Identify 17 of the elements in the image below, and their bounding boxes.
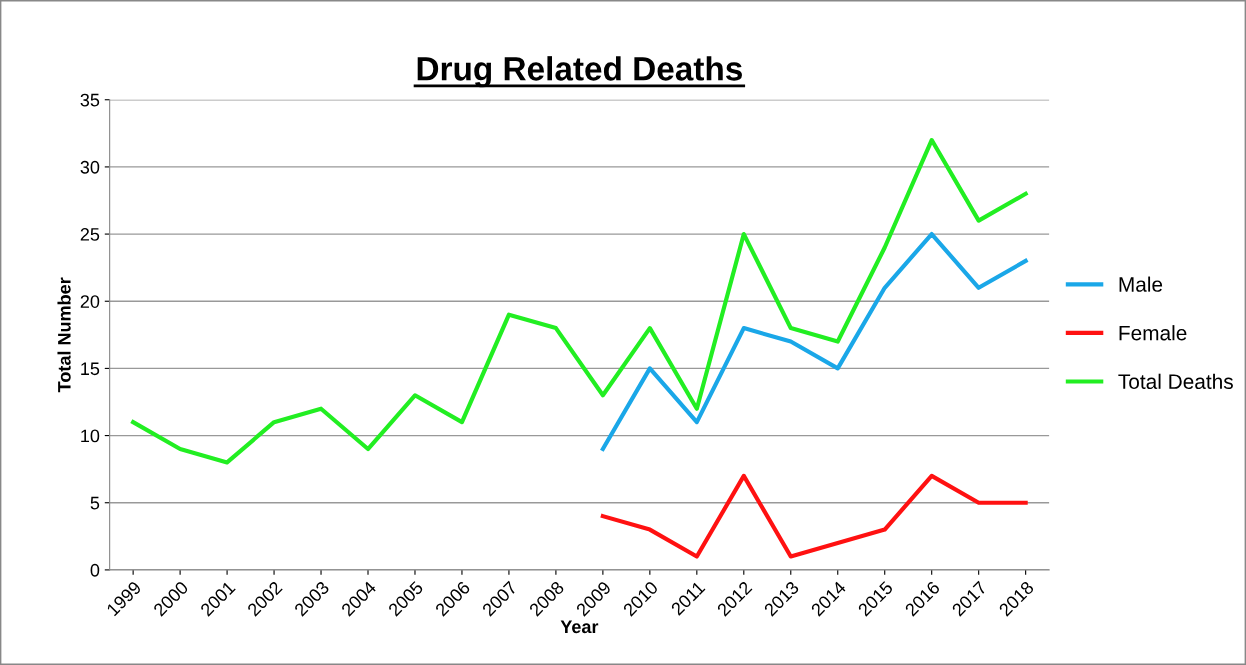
- y-tick-label: 5: [90, 496, 100, 510]
- legend-label: Total Deaths: [1118, 373, 1233, 390]
- y-tick-label: 0: [90, 563, 100, 577]
- y-tick-label: 20: [80, 295, 100, 308]
- y-tick-label: 15: [81, 362, 100, 376]
- y-axis-title: Total Number: [57, 277, 71, 393]
- x-axis-title: Year: [560, 620, 599, 634]
- legend-label: Female: [1119, 325, 1187, 341]
- y-tick-label: 25: [80, 228, 100, 241]
- y-tick-label: 30: [80, 160, 100, 174]
- y-tick-label: 35: [80, 93, 100, 107]
- chart-title: Drug Related Deaths: [417, 56, 742, 88]
- y-tick-label: 10: [81, 429, 100, 443]
- line-series: [600, 473, 1028, 559]
- legend-label: Male: [1119, 276, 1163, 292]
- line-series: [600, 231, 1028, 452]
- line-series: [131, 137, 1028, 465]
